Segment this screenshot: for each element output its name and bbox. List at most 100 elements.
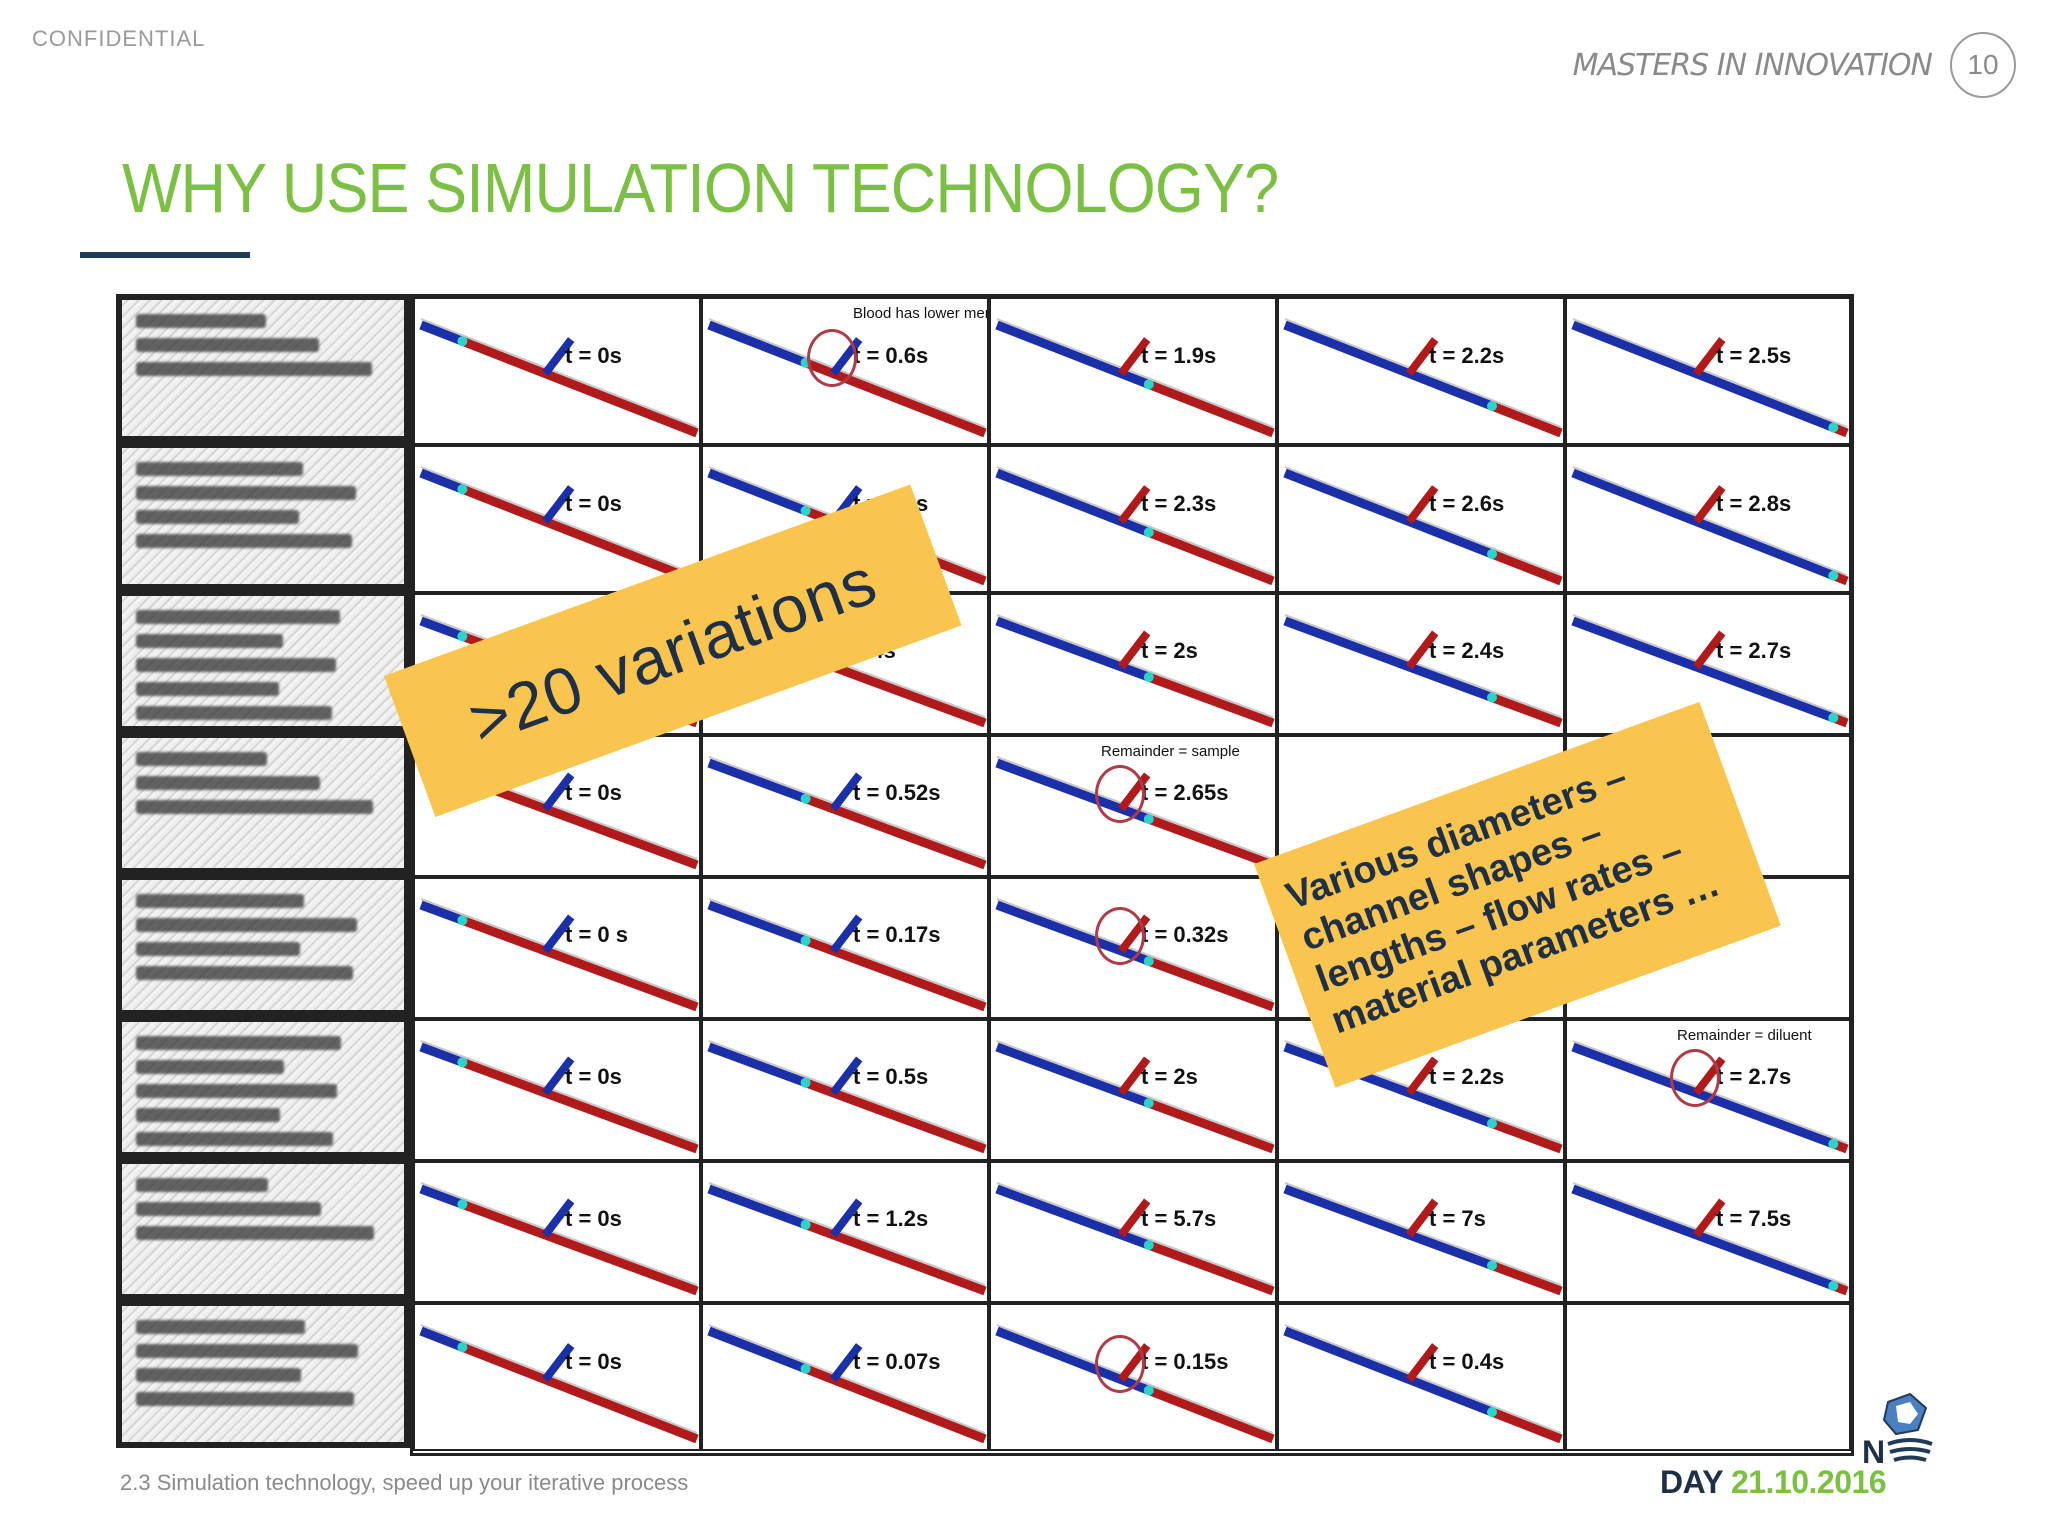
simulation-cell: t = 2s — [989, 1019, 1277, 1161]
simulation-cell: t = 0.17s — [701, 877, 989, 1019]
annotation-note: Blood has lower meniscus pressure than w… — [853, 305, 987, 322]
simulation-cell: t = 0 s — [413, 877, 701, 1019]
redacted-text-line — [136, 1178, 268, 1192]
blurred-row-label — [116, 590, 410, 732]
simulation-cell: t = 1.9s — [989, 297, 1277, 445]
time-label: t = 0.6s — [853, 343, 929, 368]
channel-simulation-icon — [707, 1324, 987, 1444]
footer-section-text: 2.3 Simulation technology, speed up your… — [120, 1470, 689, 1495]
channel-simulation-icon — [419, 466, 699, 586]
blurred-row-label — [116, 294, 410, 442]
redacted-text-line — [136, 776, 320, 790]
time-label: t = 5.7s — [1141, 1206, 1217, 1231]
channel-simulation-icon — [995, 466, 1275, 586]
channel-simulation-icon — [1571, 614, 1849, 728]
simulation-cell: t = 2s — [989, 593, 1277, 735]
time-label: t = 0s — [565, 1206, 622, 1231]
time-label: t = 2s — [1141, 638, 1198, 663]
redacted-text-line — [136, 534, 352, 548]
time-label: t = 2.65s — [1141, 780, 1229, 805]
event-logo-letter: N — [1862, 1434, 1886, 1470]
simulation-cell: t = 2.3s — [989, 445, 1277, 593]
simulation-cell: t = 0.15s — [989, 1303, 1277, 1451]
redacted-text-line — [136, 510, 299, 524]
redacted-text-line — [136, 706, 332, 720]
channel-simulation-icon — [419, 1040, 699, 1154]
time-label: t = 1.9s — [1141, 343, 1217, 368]
time-label: t = 0s — [565, 491, 622, 516]
redacted-text-line — [136, 1202, 321, 1216]
channel-simulation-icon — [419, 318, 699, 438]
blurred-row-label — [116, 442, 410, 590]
channel-simulation-icon — [419, 1324, 699, 1444]
annotation-circle — [1095, 1335, 1145, 1393]
time-label: t = 0s — [565, 1064, 622, 1089]
title-underline — [80, 252, 250, 258]
time-label: t = 2.7s — [1716, 638, 1792, 663]
channel-simulation-icon — [1283, 614, 1563, 728]
redacted-text-line — [136, 610, 340, 624]
redacted-text-line — [136, 314, 266, 328]
time-label: t = 0.5s — [853, 1064, 929, 1089]
redacted-text-line — [136, 362, 372, 376]
event-date: 21.10.2016 — [1730, 1464, 1887, 1500]
blurred-label-column — [116, 294, 410, 1456]
redacted-text-line — [136, 1392, 354, 1406]
time-label: t = 0s — [565, 780, 622, 805]
confidential-label: CONFIDENTIAL — [32, 26, 206, 51]
channel-simulation-icon — [1283, 318, 1563, 438]
annotation-circle — [807, 329, 857, 387]
redacted-text-line — [136, 1132, 333, 1146]
simulation-cell: t = 2.8s — [1565, 445, 1851, 593]
time-label: t = 0.32s — [1141, 922, 1229, 947]
redacted-text-line — [136, 634, 283, 648]
simulation-cell: t = 2.65s Remainder = sample — [989, 735, 1277, 877]
time-label: t = 2.6s — [1429, 491, 1505, 516]
simulation-cell — [1565, 1303, 1851, 1451]
annotation-circle — [1670, 1049, 1720, 1107]
redacted-text-line — [136, 658, 336, 672]
event-logo-icon — [1882, 1392, 1933, 1462]
redacted-text-line — [136, 966, 353, 980]
time-label: t = 2.5s — [1716, 343, 1792, 368]
simulation-cell: t = 0.4s — [1277, 1303, 1565, 1451]
simulation-cell: t = 1.2s — [701, 1161, 989, 1303]
time-label: t = 0.07s — [853, 1349, 941, 1374]
redacted-text-line — [136, 1084, 337, 1098]
event-day-label: DAY 21.10.2016 — [1660, 1464, 1887, 1501]
channel-simulation-icon — [419, 1182, 699, 1296]
simulation-cell: t = 0.6s Blood has lower meniscus pressur… — [701, 297, 989, 445]
channel-simulation-icon — [707, 898, 987, 1012]
redacted-text-line — [136, 462, 303, 476]
simulation-cell: t = 0s — [413, 1019, 701, 1161]
time-label: t = 2.2s — [1429, 1064, 1505, 1089]
simulation-cell: t = 2.2s — [1277, 297, 1565, 445]
time-label: t = 2.3s — [1141, 491, 1217, 516]
simulation-cell: t = 0s — [413, 297, 701, 445]
time-label: t = 0.17s — [853, 922, 941, 947]
channel-simulation-icon — [707, 1040, 987, 1154]
redacted-text-line — [136, 894, 304, 908]
channel-simulation-icon — [1283, 1324, 1563, 1444]
channel-simulation-icon — [995, 318, 1275, 438]
redacted-text-line — [136, 800, 373, 814]
simulation-cell: t = 5.7s — [989, 1161, 1277, 1303]
simulation-cell: t = 2.7s — [1565, 593, 1851, 735]
time-label: t = 2.7s — [1716, 1064, 1792, 1089]
blurred-row-label — [116, 732, 410, 874]
simulation-cell: t = 0.07s — [701, 1303, 989, 1451]
page-number: 10 — [1967, 49, 1999, 80]
time-label: t = 7.5s — [1716, 1206, 1792, 1231]
blurred-row-label — [116, 874, 410, 1016]
annotation-circle — [1095, 765, 1145, 823]
time-label: t = 2.4s — [1429, 638, 1505, 663]
redacted-text-line — [136, 338, 319, 352]
channel-simulation-icon — [707, 1182, 987, 1296]
channel-simulation-icon — [1571, 318, 1849, 438]
channel-simulation-icon — [1283, 1040, 1563, 1154]
page-title: WHY USE SIMULATION TECHNOLOGY? — [122, 149, 1279, 227]
blurred-row-label — [116, 1158, 410, 1300]
time-label: t = 0 s — [565, 922, 628, 947]
channel-simulation-icon — [995, 1040, 1275, 1154]
channel-simulation-icon — [1283, 1182, 1563, 1296]
